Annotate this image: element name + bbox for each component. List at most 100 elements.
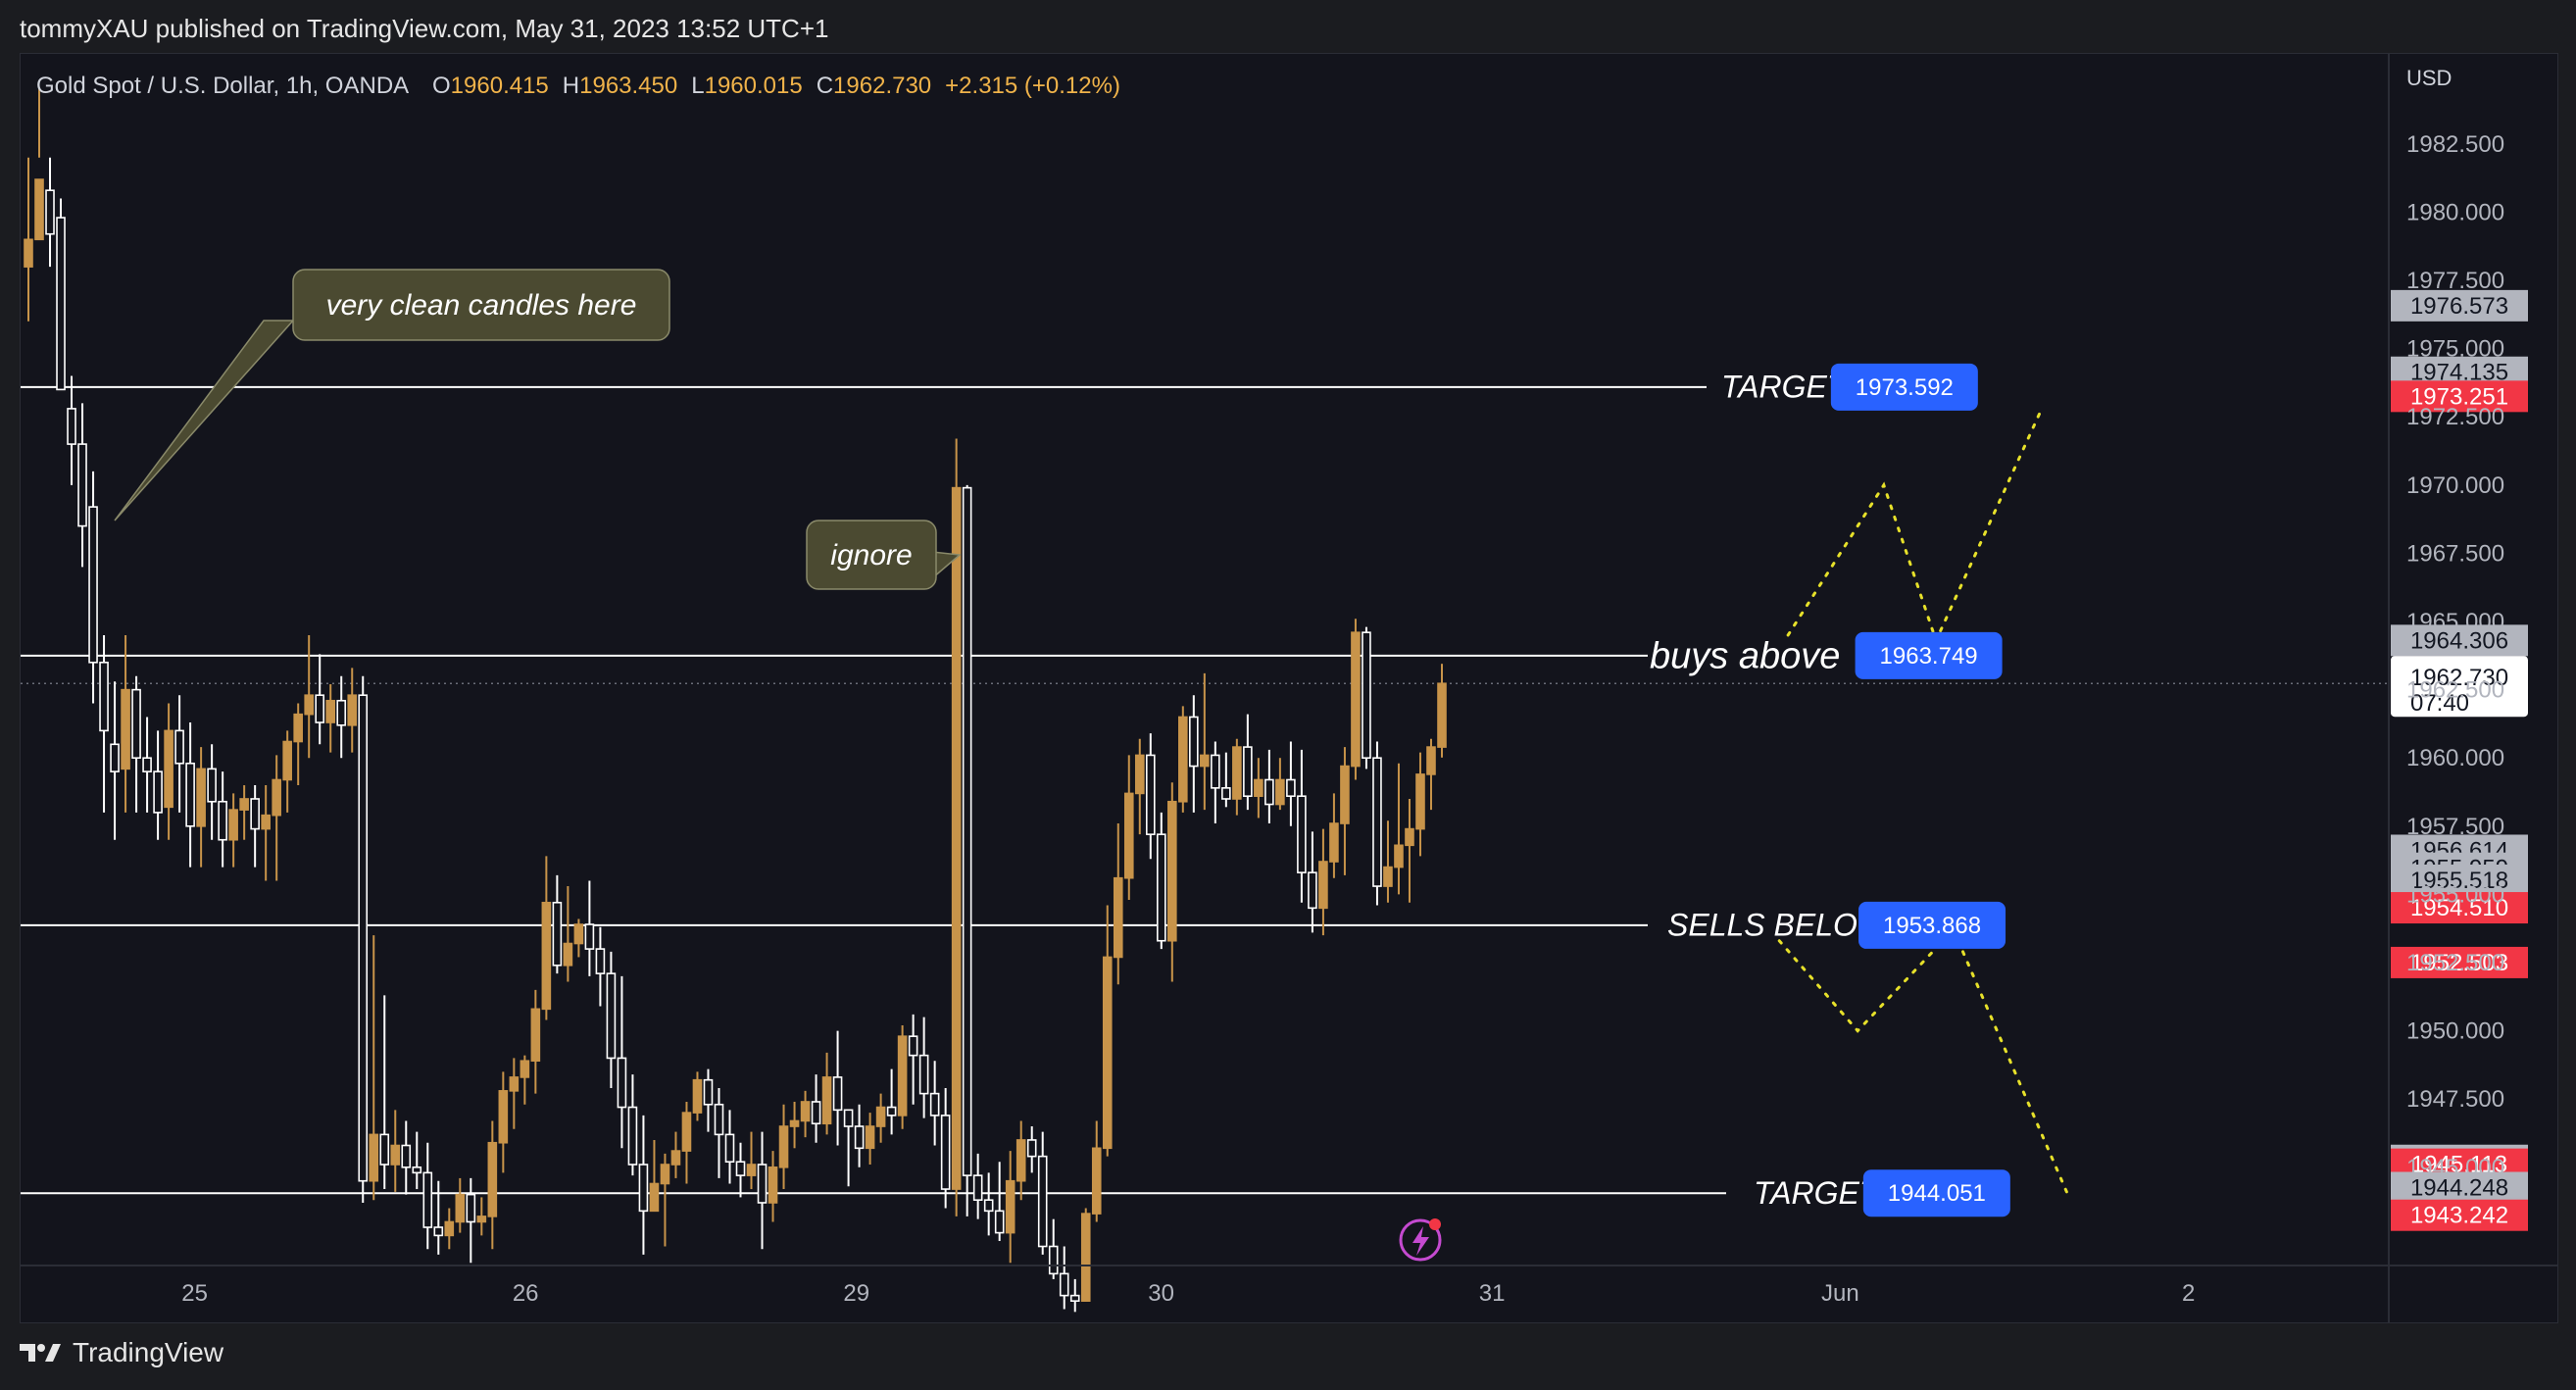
candle-body — [929, 1092, 940, 1117]
x-tick-label: 26 — [513, 1280, 539, 1307]
candle-body — [875, 1106, 886, 1127]
candle-body — [185, 762, 195, 827]
bearish-projection-path — [1777, 926, 2068, 1194]
candle-body — [239, 798, 249, 811]
candle-body — [983, 1199, 994, 1213]
legend-c-value: 1962.730 — [833, 73, 931, 99]
ignore-box[interactable] — [806, 520, 937, 590]
candle-body — [908, 1035, 918, 1057]
candle-body — [196, 768, 206, 827]
candle-body — [1167, 800, 1177, 942]
legend-h-value: 1963.450 — [579, 73, 677, 99]
level-price-tag[interactable] — [1858, 901, 2006, 949]
candle-body — [1232, 746, 1242, 800]
candle-body — [99, 661, 109, 732]
level-price-tag[interactable] — [1855, 631, 2003, 679]
y-tick-label: 1972.500 — [2406, 404, 2504, 430]
candle-body — [1211, 754, 1220, 789]
candle-body — [1286, 778, 1296, 797]
callout-box[interactable] — [292, 269, 670, 341]
candle-body — [509, 1076, 520, 1092]
candle-body — [315, 694, 325, 723]
candle-body — [714, 1103, 724, 1136]
y-tick-label: 1945.000 — [2406, 1155, 2504, 1181]
candle-body — [293, 713, 303, 743]
candle-body — [865, 1125, 875, 1150]
candle-body — [757, 1164, 768, 1204]
candle-body — [821, 1076, 832, 1125]
candle-body — [1069, 1294, 1080, 1302]
candle-body — [336, 699, 347, 726]
candle-body — [466, 1193, 476, 1223]
candle-body — [1200, 754, 1210, 768]
y-tick-label: 1960.000 — [2406, 745, 2504, 771]
candle-body — [1026, 1139, 1037, 1158]
candle-body — [1123, 792, 1134, 879]
level-price-tag[interactable] — [1862, 1169, 2010, 1217]
candle-body — [1059, 1272, 1069, 1297]
candle-body — [422, 1171, 433, 1228]
level-price-value: 1944.051 — [1888, 1180, 1986, 1207]
level-price-value: 1953.868 — [1883, 913, 1981, 939]
candle-body — [1318, 861, 1328, 910]
candle-body — [886, 1106, 897, 1117]
candle-body — [455, 1193, 466, 1223]
candle-body — [390, 1144, 401, 1166]
candle-body — [1221, 787, 1231, 800]
axis-price-tag — [2391, 289, 2528, 322]
candle-body — [250, 798, 260, 830]
axis-price-tag — [2391, 892, 2528, 924]
candle-body — [703, 1078, 714, 1106]
bullish-projection-path — [1786, 410, 2043, 645]
price-chart[interactable]: very clean candles here ignore TARGET 1973… — [21, 54, 2557, 1322]
x-tick-label: 30 — [1148, 1280, 1174, 1307]
candle-body — [1005, 1179, 1016, 1234]
axis-price-tag-label: 1976.573 — [2410, 293, 2508, 320]
candle-body — [660, 1164, 670, 1185]
x-tick-label: 25 — [181, 1280, 208, 1307]
candle-body — [638, 1164, 649, 1213]
candle-body — [401, 1144, 412, 1168]
axis-price-tag-label: 1952.503 — [2410, 950, 2508, 976]
tradingview-logo[interactable]: TradingView — [20, 1337, 223, 1368]
alert-bolt-icon[interactable] — [1399, 1218, 1442, 1262]
candle-body — [994, 1210, 1005, 1234]
candle-body — [530, 1008, 541, 1063]
level-price-tag[interactable] — [1830, 363, 1978, 411]
y-tick-label: 1957.500 — [2406, 814, 2504, 840]
candle-body — [164, 729, 173, 809]
level-label: TARGET — [1754, 1175, 1881, 1211]
candle-body — [325, 699, 336, 723]
candle-body — [1080, 1213, 1091, 1302]
x-tick-label: 31 — [1479, 1280, 1506, 1307]
candle-body — [1102, 956, 1113, 1150]
candle-body — [584, 923, 595, 950]
candle-body — [832, 1076, 843, 1112]
level-label: TARGET — [1721, 370, 1849, 405]
candle-body — [487, 1141, 498, 1217]
candle-body — [304, 694, 314, 716]
legend-h-label: H — [563, 73, 579, 99]
candle-body — [272, 778, 281, 817]
candle-body — [131, 688, 141, 760]
candle-body — [1264, 778, 1274, 806]
chart-container[interactable]: very clean candles here ignore TARGET 1973… — [20, 53, 2558, 1323]
candle-body — [854, 1125, 865, 1150]
candle-body — [476, 1216, 487, 1223]
y-tick-label: 1970.000 — [2406, 472, 2504, 499]
level-label: buys above — [1650, 636, 1840, 677]
y-tick-label: 1950.000 — [2406, 1018, 2504, 1045]
candle-body — [789, 1119, 800, 1127]
callout-text: very clean candles here — [326, 289, 637, 322]
candle-body — [1016, 1139, 1026, 1182]
candle-body — [1157, 833, 1166, 942]
legend-o-value: 1960.415 — [451, 73, 549, 99]
y-tick-label: 1975.000 — [2406, 336, 2504, 363]
alert-dot — [1429, 1218, 1441, 1230]
legend-o-label: O — [432, 73, 451, 99]
axis-price-tag-label: 1943.242 — [2410, 1203, 2508, 1229]
candle-body — [918, 1054, 929, 1095]
candle-body — [552, 901, 563, 967]
candle-body — [142, 757, 152, 772]
candle-body — [1362, 631, 1371, 760]
